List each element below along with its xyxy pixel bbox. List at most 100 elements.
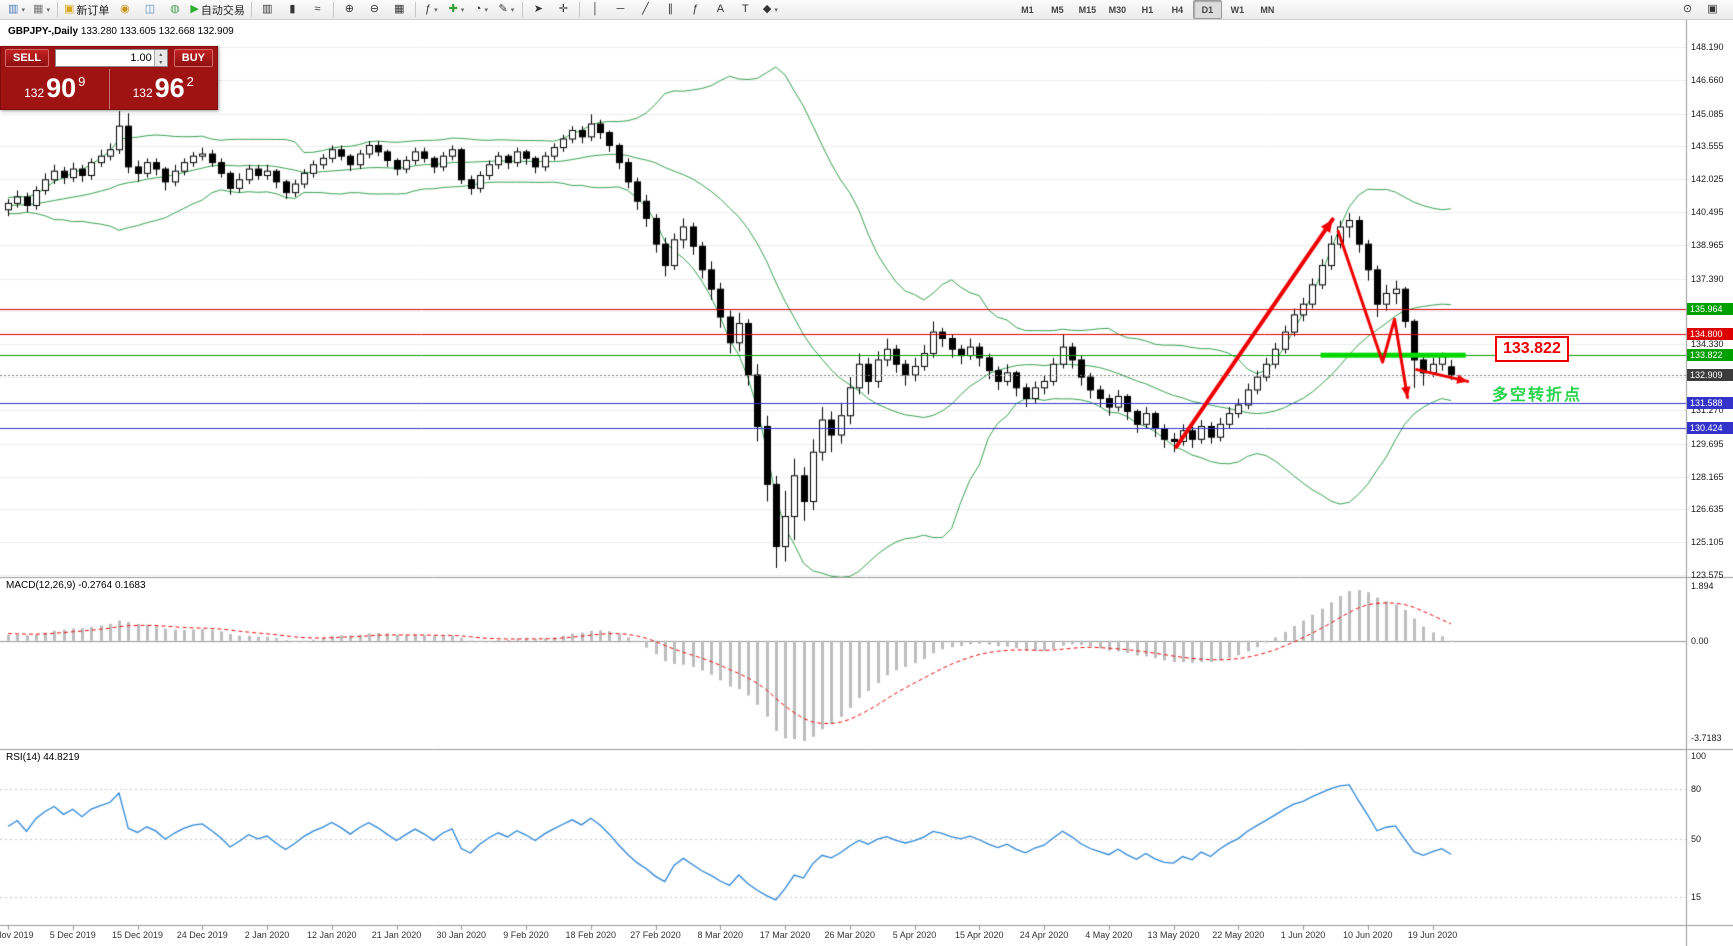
search-icon: ⊙ [1682, 3, 1693, 15]
date-axis-label: 26 Nov 2019 [0, 930, 34, 940]
symbol-period-label: GBPJPY-,Daily [8, 26, 79, 37]
vertical-line-button[interactable]: │ [583, 0, 608, 19]
toolbar-separator [521, 2, 523, 17]
shapes-button[interactable]: ◆ ▾ [758, 0, 783, 19]
indicators-button[interactable]: ƒ ▾ [419, 0, 444, 19]
new-chart-button[interactable]: ▥ ▾ [4, 0, 29, 19]
timeframe-d1[interactable]: D1 [1192, 0, 1222, 19]
zoom-out-icon: ⊖ [369, 3, 379, 15]
price-annotation-box[interactable]: 133.822 [1495, 336, 1569, 362]
toolbar-separator [332, 2, 334, 17]
crosshair-button[interactable]: ✛ [551, 0, 576, 19]
volume-up-button[interactable]: ▴ [153, 50, 167, 58]
rsi-label: RSI(14) 44.8219 [6, 752, 79, 763]
price-axis-label: 123.575 [1691, 570, 1724, 580]
bar-chart-icon: ▥ [262, 3, 273, 15]
buy-price-big: 96 [154, 73, 185, 103]
trendline-icon: ╱ [642, 3, 649, 15]
date-axis-label: 24 Apr 2020 [1019, 930, 1069, 940]
volume-input[interactable]: 1.00 ▴ ▾ [55, 49, 168, 67]
buy-button[interactable]: BUY [173, 49, 213, 67]
bar-chart-button[interactable]: ▥ [255, 0, 280, 19]
chevron-down-icon: ▾ [21, 6, 25, 14]
new-order-button[interactable]: ▣ 新订单 [61, 0, 112, 19]
macd-name: MACD(12,26,9) [6, 580, 76, 591]
chevron-down-icon: ▾ [774, 6, 778, 14]
timeframe-m15[interactable]: M15 [1078, 4, 1097, 15]
web-community-icon: ◍ [170, 3, 180, 15]
templates-button[interactable]: ✎ ▾ [494, 0, 519, 19]
horizontal-line-button[interactable]: ─ [608, 0, 633, 19]
zoom-out-button[interactable]: ⊖ [362, 0, 387, 19]
price-tag-133822: 133.822 [1687, 349, 1733, 362]
date-axis-label: 15 Apr 2020 [954, 930, 1004, 940]
ohlc-values: 133.280 133.605 132.668 132.909 [80, 26, 234, 37]
line-chart-icon: ≈ [314, 3, 321, 15]
date-axis-label: 18 Feb 2020 [565, 930, 617, 940]
line-chart-button[interactable]: ≈ [305, 0, 330, 19]
sound-alert-button[interactable]: ◉ [112, 0, 137, 19]
buy-price[interactable]: 132 96 2 [110, 69, 218, 109]
date-axis-label: 30 Jan 2020 [436, 930, 487, 940]
horizontal-line-icon: ─ [616, 3, 625, 15]
date-axis-label: 9 Feb 2020 [503, 930, 549, 940]
zoom-in-button[interactable]: ⊕ [337, 0, 362, 19]
add-object-button[interactable]: ✚ ▾ [444, 0, 469, 19]
chart-profiles-icon: ▦ [33, 3, 44, 15]
price-tag-current: 132.909 [1687, 368, 1733, 381]
timeframe-m1[interactable]: M1 [1021, 4, 1034, 15]
price-axis-label: 126.635 [1691, 504, 1724, 515]
toolbar-separator [57, 2, 58, 17]
text-label-icon: T [742, 3, 749, 15]
price-axis-label: 148.190 [1691, 42, 1724, 52]
price-axis-label: 143.555 [1691, 141, 1724, 152]
date-axis-label: 19 Jun 2020 [1407, 930, 1458, 940]
text-label-button[interactable]: T [733, 0, 758, 19]
buy-price-prefix: 132 [132, 86, 153, 100]
cursor-button[interactable]: ➤ [526, 0, 551, 19]
candlestick-chart-button[interactable]: ▮ [280, 0, 305, 19]
timeframe-m30[interactable]: M30 [1108, 4, 1127, 15]
buy-price-pip: 2 [186, 74, 194, 89]
channel-button[interactable]: ∥ [658, 0, 683, 19]
market-watch-button[interactable]: ◫ [137, 0, 162, 19]
date-axis-label: 27 Feb 2020 [630, 930, 681, 940]
zoom-in-icon: ⊕ [344, 3, 354, 15]
sell-price[interactable]: 132 90 9 [1, 69, 110, 109]
volume-down-button[interactable]: ▾ [153, 58, 167, 66]
periods-button[interactable]: ◔ ▾ [469, 0, 494, 19]
trade-panel-top-row: SELL 1.00 ▴ ▾ BUY [1, 47, 217, 69]
chart-windows-button[interactable]: ▣ [1700, 0, 1725, 19]
sell-price-prefix: 132 [24, 86, 45, 100]
timeframe-mn[interactable]: MN [1260, 4, 1275, 15]
search-icon-button[interactable]: ⊙ [1675, 0, 1700, 19]
rsi-name: RSI(14) [6, 752, 41, 763]
timeframe-m5[interactable]: M5 [1051, 4, 1064, 15]
date-axis-label: 2 Jan 2020 [244, 930, 290, 940]
timeframe-w1[interactable]: W1 [1230, 4, 1245, 15]
macd-scale-label: 1.894 [1691, 581, 1714, 591]
date-axis-label: 17 Mar 2020 [759, 930, 811, 940]
chart-profiles-button[interactable]: ▦ ▾ [29, 0, 54, 19]
turning-point-text[interactable]: 多空转折点 [1492, 387, 1583, 404]
fibonacci-button[interactable]: ƒ [683, 0, 708, 19]
templates-icon: ✎ [498, 3, 508, 15]
autotrading-button[interactable]: ▶ 自动交易 [187, 0, 247, 19]
trendline-button[interactable]: ╱ [633, 0, 658, 19]
crosshair-icon: ✛ [558, 3, 568, 15]
price-axis-label: 129.695 [1691, 438, 1724, 449]
tile-windows-button[interactable]: ▦ [387, 0, 412, 19]
new-order-button-label: 新订单 [76, 4, 110, 17]
price-axis-label: 137.390 [1691, 273, 1724, 284]
date-axis-label: 15 Dec 2019 [111, 930, 164, 940]
price-axis-label: 131.270 [1691, 404, 1724, 415]
timeframe-h4[interactable]: H4 [1171, 4, 1184, 15]
toolbar: ▥ ▾ ▦ ▾ ▣ 新订单 ◉ ◫ ◍ ▶ 自动交易 ▥ ▮ ≈ ⊕ ⊖ ▦ ƒ ▾ ✚ ▾ ◔ ▾ ✎ ▾ ➤ ✛ │ ─ ╱ ∥ ƒ A T ◆… [0, 0, 1733, 20]
text-button[interactable]: A [708, 0, 733, 19]
sell-button[interactable]: SELL [5, 49, 50, 67]
timeframe-h1[interactable]: H1 [1141, 4, 1154, 15]
toolbar-separator [578, 2, 580, 17]
web-community-button[interactable]: ◍ [162, 0, 187, 19]
volume-value[interactable]: 1.00 [130, 52, 152, 64]
